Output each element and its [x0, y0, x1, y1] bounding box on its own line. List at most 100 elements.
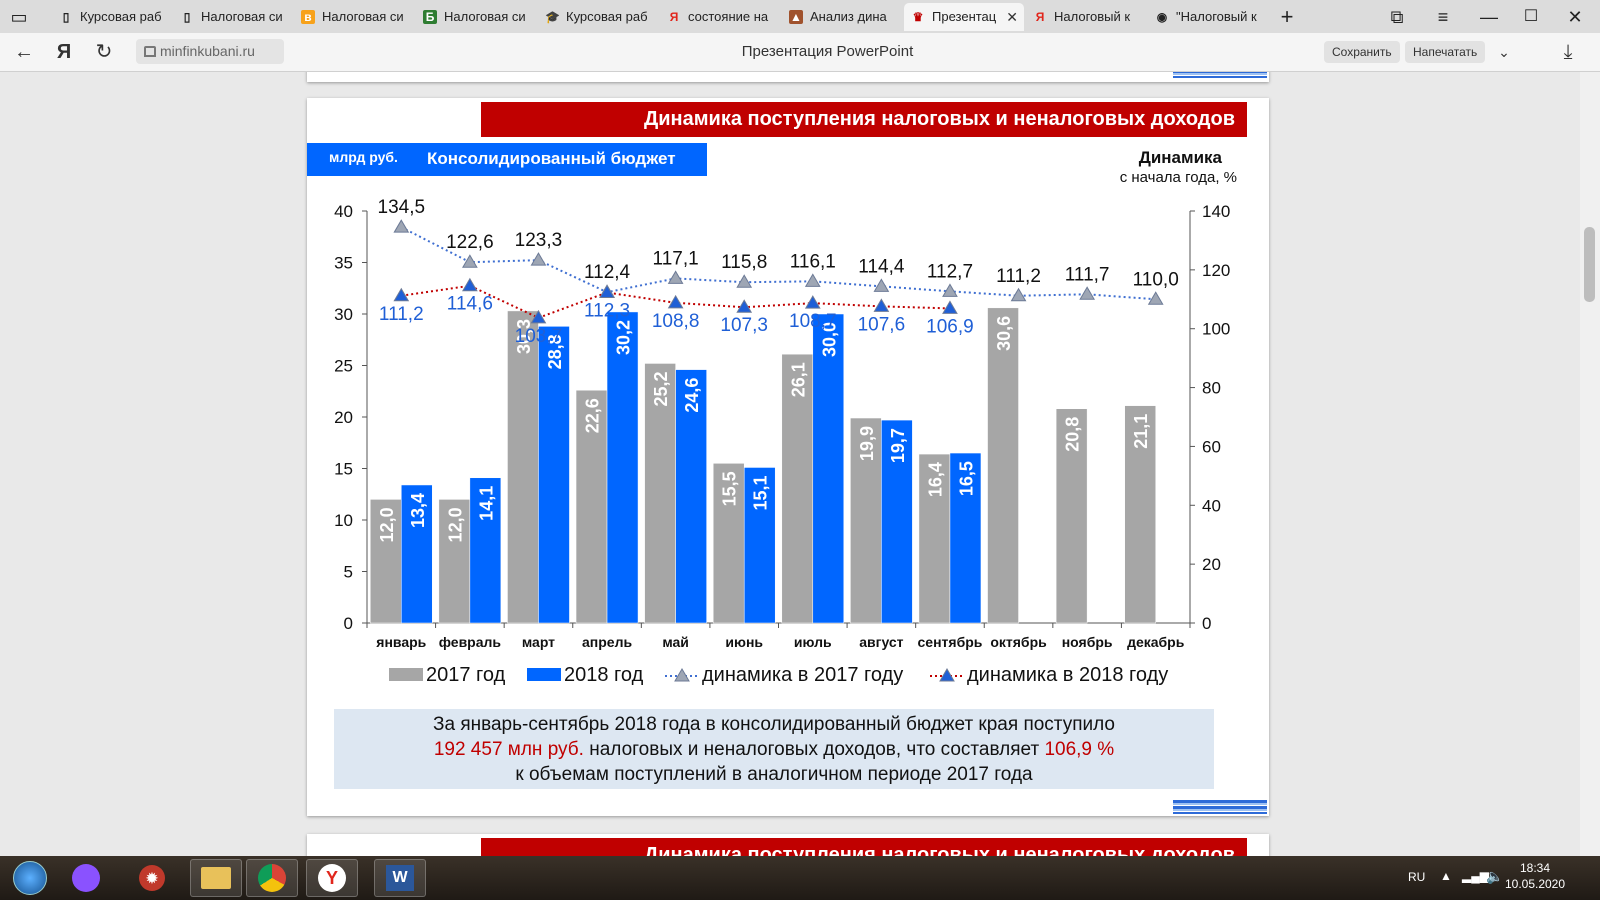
line-data-label: 114,4: [858, 256, 905, 277]
tab-9[interactable]: Я Налоговый к: [1026, 3, 1144, 31]
tab-7[interactable]: ▲ Анализ дина: [789, 9, 887, 24]
line-marker: [667, 270, 684, 284]
bar-data-label: 12,0: [445, 507, 465, 542]
bar-data-label: 14,1: [476, 486, 496, 521]
menu-icon[interactable]: ≡: [1437, 7, 1449, 27]
word-icon[interactable]: W: [374, 859, 426, 897]
line-data-label: 110,0: [1133, 269, 1179, 290]
y-tick-label: 10: [334, 511, 353, 530]
bar: [850, 417, 882, 624]
windows-logo-icon: [13, 861, 47, 895]
tab-4[interactable]: Б Налоговая си: [416, 3, 534, 31]
globe-icon: ◉: [1156, 10, 1168, 24]
next-slide-header: Динамика поступления налоговых и неналог…: [481, 838, 1247, 856]
tab-1[interactable]: ▯ Курсовая раб: [52, 3, 170, 31]
bar: [538, 326, 570, 624]
language-indicator[interactable]: RU: [1408, 870, 1426, 884]
line-data-label: 111,2: [996, 266, 1041, 287]
new-tab-icon[interactable]: +: [1280, 4, 1294, 29]
clock[interactable]: 18:34 10.05.2020: [1500, 860, 1570, 892]
x-tick-label: февраль: [439, 634, 502, 650]
bar-data-label: 19,9: [857, 426, 877, 461]
download-icon[interactable]: ⤓: [1563, 41, 1573, 63]
y2-tick-label: 40: [1202, 496, 1221, 515]
line-marker: [667, 294, 684, 309]
bar: [987, 307, 1019, 624]
bar-data-label: 30,6: [994, 316, 1014, 351]
chrome-icon[interactable]: [246, 859, 298, 897]
reload-icon[interactable]: ↻: [95, 41, 113, 63]
print-button[interactable]: Напечатать: [1405, 41, 1486, 63]
line-data-label: 122,6: [446, 232, 494, 253]
line-data-label: 112,7: [927, 261, 973, 282]
maximize-icon[interactable]: ☐: [1523, 8, 1539, 25]
yandex-home-icon[interactable]: Я: [56, 41, 72, 63]
legend-label: динамика в 2017 году: [702, 664, 903, 686]
summary-note: За январь-сентябрь 2018 года в консолиди…: [334, 709, 1214, 789]
clock-date: 10.05.2020: [1504, 877, 1566, 891]
back-icon[interactable]: ←: [14, 41, 34, 63]
url-field[interactable]: minfinkubani.ru: [136, 39, 284, 64]
y2-tick-label: 100: [1202, 320, 1230, 339]
line-data-label: 106,9: [926, 316, 974, 337]
bar-data-label: 13,4: [408, 493, 428, 528]
note-middle: налоговых и неналоговых доходов, что сос…: [583, 739, 1045, 760]
legend-swatch: [527, 668, 561, 681]
tray-arrow-icon[interactable]: ▲: [1440, 869, 1452, 883]
alice-icon[interactable]: [60, 859, 112, 897]
vertical-scrollbar[interactable]: [1580, 72, 1600, 856]
x-tick-label: октябрь: [990, 634, 1047, 650]
bar: [949, 452, 982, 624]
bar: [1055, 408, 1088, 624]
line-marker: [942, 300, 958, 314]
tab-5[interactable]: 🎓 Курсовая раб: [545, 9, 648, 24]
bar: [712, 463, 745, 624]
line-data-label: 111,7: [1065, 264, 1110, 285]
sidebar-toggle-icon[interactable]: ▭: [10, 7, 28, 27]
tab-2[interactable]: ▯ Налоговая си: [173, 3, 291, 31]
slide: Динамика поступления налоговых и неналог…: [307, 98, 1269, 816]
line-data-label: 116,1: [790, 251, 836, 272]
legend-marker: [939, 668, 955, 682]
close-tab-icon[interactable]: ✕: [1006, 9, 1018, 25]
note-percent: 106,9 %: [1044, 739, 1115, 760]
file-explorer-icon[interactable]: [190, 859, 242, 897]
series-line: [400, 226, 1156, 301]
bar-data-label: 26,1: [788, 362, 808, 397]
line-marker: [462, 277, 478, 292]
antivirus-icon[interactable]: ✹: [126, 859, 178, 897]
volume-icon[interactable]: 🔈: [1486, 868, 1504, 884]
bar-data-label: 21,1: [1131, 414, 1151, 449]
line-data-label: 103,7: [515, 326, 563, 347]
y-tick-label: 25: [334, 357, 353, 376]
bar-data-label: 30,3: [514, 319, 534, 354]
save-button[interactable]: Сохранить: [1324, 41, 1400, 63]
bar-data-label: 15,5: [720, 471, 740, 506]
unit-label: млрд руб.: [329, 149, 398, 165]
bar-data-label: 25,2: [651, 371, 671, 406]
y2-tick-label: 80: [1202, 379, 1221, 398]
close-window-icon[interactable]: ✕: [1567, 7, 1583, 27]
tab-strip: ▭ ▯ Курсовая раб ▯ Налоговая си в Налоговая…: [0, 0, 1600, 33]
tab-10[interactable]: ◉ "Налоговый к: [1156, 9, 1257, 24]
line-marker: [942, 283, 958, 297]
revenue-chart: 0 5 10 15 20 25 30 35 40 0 20 40 60 80 100 120 140 январь…: [334, 197, 1230, 686]
bar-data-label: 28,8: [545, 334, 565, 369]
bar: [438, 499, 471, 624]
tab-active-presentation[interactable]: ♛ Презентац ✕: [904, 3, 1024, 31]
tab-3[interactable]: в Налоговая си: [294, 3, 412, 31]
bookmarks-icon[interactable]: ⧉: [1390, 7, 1404, 27]
line-data-label: 108,7: [789, 311, 837, 332]
scrollbar-thumb[interactable]: [1584, 227, 1595, 302]
network-icon[interactable]: ▂▄▆: [1462, 869, 1489, 883]
x-tick-label: март: [522, 634, 555, 650]
bar-data-label: 16,4: [925, 462, 945, 497]
bar: [675, 369, 707, 624]
chevron-down-icon[interactable]: ⌄: [1498, 44, 1510, 60]
line-data-label: 111,2: [379, 304, 424, 325]
y-tick-label: 35: [334, 254, 353, 273]
yandex-browser-icon[interactable]: Y: [306, 859, 358, 897]
start-button[interactable]: [4, 859, 56, 897]
minimize-icon[interactable]: —: [1480, 7, 1498, 27]
